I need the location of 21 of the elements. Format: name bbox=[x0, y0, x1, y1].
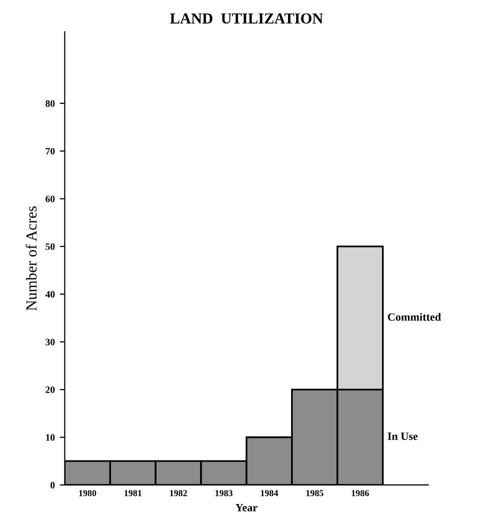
y-tick-label: 60 bbox=[46, 196, 55, 202]
x-tick-label: 1981 bbox=[124, 490, 142, 496]
y-tick-label: 30 bbox=[46, 338, 55, 346]
x-tick-label: 1984 bbox=[260, 490, 278, 496]
chart-title: LAND UTILIZATION bbox=[170, 13, 323, 24]
y-tick-label: 20 bbox=[46, 386, 55, 394]
y-axis-title: Number of Acres bbox=[26, 206, 37, 311]
x-tick-label: 1982 bbox=[170, 490, 187, 496]
y-tick-label: 10 bbox=[46, 434, 55, 441]
x-tick-label: 1985 bbox=[306, 490, 324, 496]
x-tick-label: 1980 bbox=[79, 490, 96, 496]
series-label: Committed bbox=[388, 312, 441, 321]
y-tick-label: 0 bbox=[50, 482, 55, 488]
series-label: In Use bbox=[388, 432, 418, 440]
y-tick-label: 50 bbox=[46, 243, 55, 250]
x-tick-label: 1983 bbox=[215, 490, 233, 496]
y-tick-label: 40 bbox=[45, 291, 55, 298]
x-tick-label: 1986 bbox=[352, 490, 369, 496]
y-tick-label: 80 bbox=[46, 100, 55, 107]
y-tick-label: 70 bbox=[46, 148, 55, 155]
x-axis-title: Year bbox=[236, 504, 258, 512]
